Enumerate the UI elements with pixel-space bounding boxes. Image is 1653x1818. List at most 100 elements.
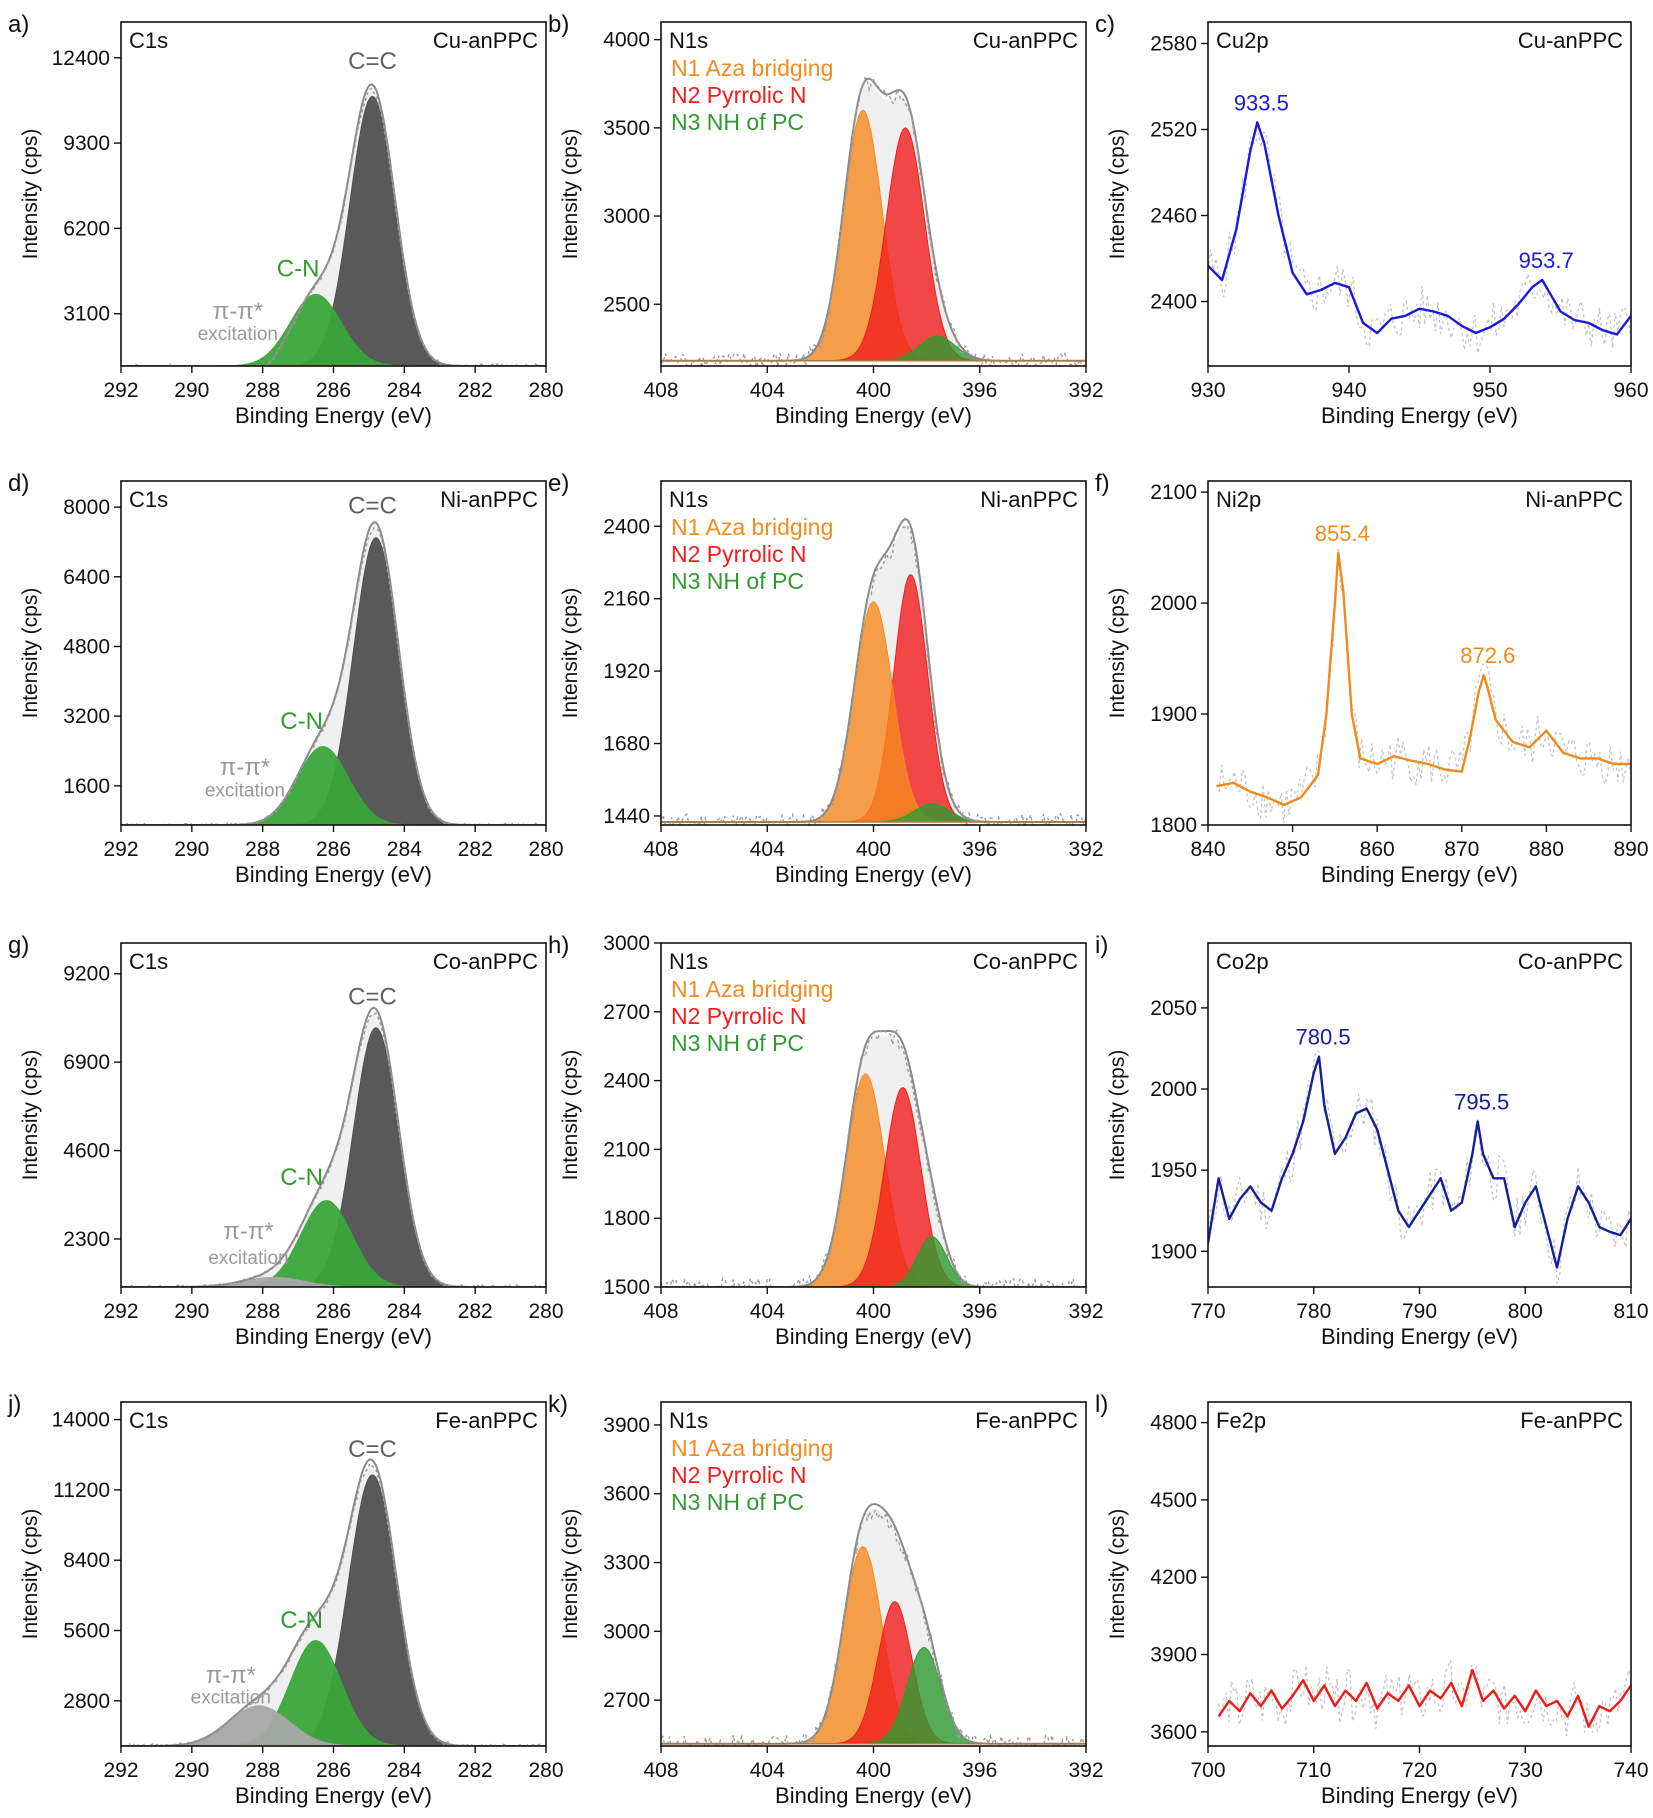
raw-data (1217, 1660, 1631, 1737)
x-tick-label: 288 (245, 1759, 280, 1782)
x-tick-label: 960 (1613, 379, 1648, 402)
y-tick-label: 3900 (603, 1414, 650, 1437)
annotation-label: C-N (280, 1607, 323, 1634)
x-tick-label: 290 (174, 379, 209, 402)
panel-label: i) (1095, 932, 1108, 959)
x-tick-label: 404 (750, 379, 785, 402)
x-tick-label: 396 (962, 838, 997, 861)
plot-frame (1207, 942, 1632, 1288)
x-axis-label: Binding Energy (eV) (1321, 1324, 1518, 1349)
x-tick-label: 392 (1068, 379, 1103, 402)
x-axis-label: Binding Energy (eV) (235, 862, 432, 887)
plot-area-l (1217, 1660, 1631, 1737)
x-tick-label: 404 (750, 1759, 785, 1782)
y-tick-label: 2460 (1150, 205, 1197, 228)
panel-label: g) (8, 932, 29, 959)
panel-g: C=C C-N π-π* excitation 292 290 288 286 284 282 28… (8, 932, 564, 1349)
element-label: Ni2p (1216, 487, 1261, 512)
peak-label: 872.6 (1460, 643, 1515, 668)
x-tick-label: 284 (387, 379, 422, 402)
y-tick-label: 2700 (603, 1689, 650, 1712)
y-axis-label: Intensity (cps) (19, 129, 42, 260)
x-axis-label: Binding Energy (eV) (775, 1783, 972, 1808)
sample-label: Cu-anPPC (973, 28, 1078, 53)
y-tick-label: 3000 (603, 932, 650, 955)
series-line (1217, 1668, 1631, 1728)
plot-area-f (1215, 547, 1631, 824)
panel-a: C=C C-N π-π*excitation 292 290 288 286 284 282 28… (8, 11, 564, 428)
y-tick-label: 9200 (63, 963, 110, 986)
x-tick-label: 400 (856, 379, 891, 402)
legend-entry: N2 Pyrrolic N (671, 1003, 806, 1029)
x-tick-label: 404 (750, 1300, 785, 1323)
annotation-label: π-π* (206, 1662, 256, 1689)
element-label: C1s (129, 949, 168, 974)
x-tick-label: 284 (387, 1300, 422, 1323)
component-c-n (121, 293, 546, 366)
x-tick-label: 282 (458, 838, 493, 861)
panel-f: 855.4 872.6 840 850 860 870 880 890 1800 1900 2000… (1095, 470, 1649, 887)
legend-entry: N2 Pyrrolic N (671, 82, 806, 108)
annotation-label: excitation (191, 1687, 271, 1708)
annotation-label: excitation (205, 781, 285, 802)
x-axis-label: Binding Energy (eV) (1321, 403, 1518, 428)
x-tick-label: 930 (1190, 379, 1225, 402)
y-tick-label: 3500 (603, 117, 650, 140)
y-tick-label: 3600 (603, 1483, 650, 1506)
x-tick-label: 408 (643, 1759, 678, 1782)
y-tick-label: 1600 (63, 775, 110, 798)
y-tick-label: 2100 (603, 1138, 650, 1161)
y-tick-label: 3000 (603, 1620, 650, 1643)
panel-label: d) (8, 470, 29, 497)
y-axis-label: Intensity (cps) (559, 588, 582, 719)
y-tick-label: 4200 (1150, 1566, 1197, 1589)
sample-label: Fe-anPPC (1520, 1408, 1623, 1433)
element-label: N1s (669, 487, 708, 512)
x-tick-label: 282 (458, 1759, 493, 1782)
sample-label: Fe-anPPC (435, 1408, 538, 1433)
raw-data (1208, 131, 1631, 354)
x-tick-label: 400 (856, 838, 891, 861)
annotation-label: π-π* (223, 1218, 273, 1245)
x-axis-label: Binding Energy (eV) (1321, 862, 1518, 887)
x-tick-label: 800 (1508, 1300, 1543, 1323)
plot-area-i (1208, 1049, 1631, 1284)
y-tick-label: 1440 (603, 805, 650, 828)
legend-entry: N2 Pyrrolic N (671, 541, 806, 567)
y-tick-label: 2100 (1150, 481, 1197, 504)
x-tick-label: 396 (962, 1300, 997, 1323)
x-axis-label: Binding Energy (eV) (235, 1324, 432, 1349)
plot-area-c (1208, 121, 1631, 354)
panel-i: 780.5 795.5 770 780 790 800 810 1900 1950 2000 205… (1095, 932, 1649, 1349)
y-tick-label: 2520 (1150, 119, 1197, 142)
x-tick-label: 280 (528, 1300, 563, 1323)
y-axis-label: Intensity (cps) (1106, 1050, 1129, 1181)
sample-label: Co-anPPC (1518, 949, 1623, 974)
x-tick-label: 770 (1190, 1300, 1225, 1323)
y-axis-label: Intensity (cps) (559, 1050, 582, 1181)
y-tick-label: 4800 (63, 635, 110, 658)
panel-d: C=C C-N π-π*excitation 292 290 288 286 284 282 28… (8, 470, 564, 887)
plot-area-b (661, 76, 1086, 366)
series-line (1208, 121, 1631, 336)
element-label: N1s (669, 28, 708, 53)
x-tick-label: 850 (1275, 838, 1310, 861)
y-tick-label: 2300 (63, 1228, 110, 1251)
y-tick-label: 2800 (63, 1690, 110, 1713)
component-c-n (121, 1640, 546, 1746)
y-tick-label: 2400 (603, 515, 650, 538)
y-tick-label: 2700 (603, 1001, 650, 1024)
x-tick-label: 740 (1613, 1759, 1648, 1782)
y-tick-label: 1800 (603, 1207, 650, 1230)
element-label: N1s (669, 1408, 708, 1433)
raw-data (661, 1029, 1086, 1287)
y-axis-label: Intensity (cps) (559, 1509, 582, 1640)
annotation-label: C-N (280, 708, 323, 735)
peak-label: 855.4 (1315, 521, 1370, 546)
x-tick-label: 288 (245, 1300, 280, 1323)
annotation-label: C=C (348, 1436, 397, 1463)
x-axis-label: Binding Energy (eV) (235, 1783, 432, 1808)
